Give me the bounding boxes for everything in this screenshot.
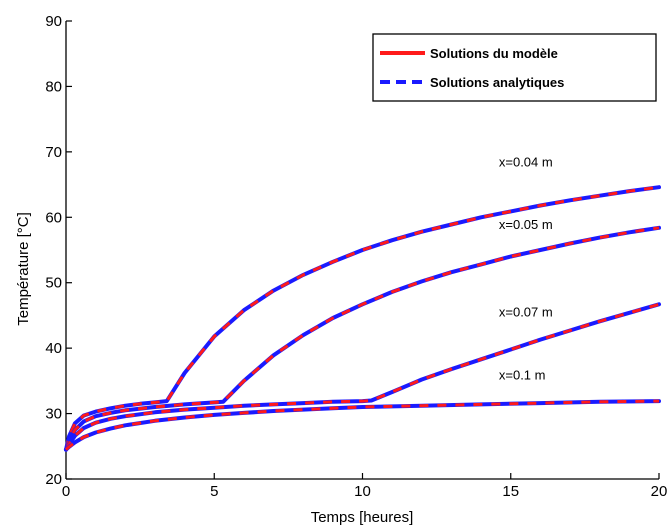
y-tick-label: 60 (45, 209, 62, 226)
legend-label-analytic: Solutions analytiques (430, 75, 564, 90)
x-axis-ticks: 0 5 10 15 20 (62, 473, 668, 500)
curve-label: x=0.1 m (499, 368, 546, 383)
x-tick-label: 15 (502, 483, 519, 500)
x-tick-label: 5 (210, 483, 218, 500)
y-tick-label: 50 (45, 275, 62, 292)
curve-label: x=0.04 m (499, 154, 553, 169)
y-axis-label: Température [°C] (15, 212, 32, 326)
legend: Solutions du modèle Solutions analytique… (372, 33, 657, 102)
y-tick-label: 40 (45, 340, 62, 357)
y-tick-label: 70 (45, 144, 62, 161)
y-tick-label: 20 (45, 471, 62, 488)
y-tick-label: 90 (45, 13, 62, 30)
series-analytic-line-2 (64, 302, 661, 452)
y-tick-label: 30 (45, 406, 62, 423)
curve-label: x=0.07 m (499, 305, 553, 320)
y-axis-ticks: 20 30 40 50 60 70 80 90 (45, 13, 72, 488)
x-axis-label: Temps [heures] (311, 509, 414, 525)
series-analytic-line-0 (64, 185, 661, 452)
legend-label-model: Solutions du modèle (430, 46, 558, 61)
series-model-line-2 (64, 302, 660, 451)
series-model-line-1 (64, 226, 660, 451)
series-model-line-0 (64, 185, 660, 450)
x-tick-label: 10 (354, 483, 371, 500)
series-layer (64, 185, 661, 452)
x-tick-label: 20 (651, 483, 668, 500)
curve-label: x=0.05 m (499, 217, 553, 232)
legend-box (372, 33, 657, 102)
curve-annotations: x=0.04 m x=0.05 m x=0.07 m x=0.1 m (499, 154, 553, 382)
series-analytic-line-1 (64, 225, 661, 452)
x-tick-label: 0 (62, 483, 70, 500)
y-tick-label: 80 (45, 78, 62, 95)
series-model-line-3 (64, 399, 660, 451)
